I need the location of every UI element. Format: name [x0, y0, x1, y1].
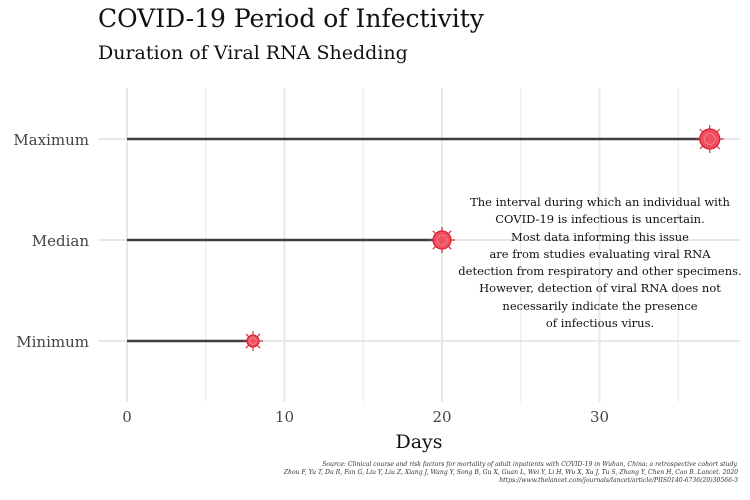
- y-category-label: Maximum: [13, 131, 89, 149]
- annotation-line: of infectious virus.: [545, 316, 655, 331]
- x-tick-label: 10: [275, 408, 294, 426]
- chart-title: COVID-19 Period of Infectivity: [98, 4, 484, 33]
- annotation-line: are from studies evaluating viral RNA: [489, 246, 711, 261]
- source-line: Source: Clinical course and risk factors…: [322, 461, 738, 468]
- lollipop-marks: [127, 125, 724, 351]
- source-line: https://www.thelancet.com/journals/lance…: [499, 477, 738, 484]
- lollipop-point: [429, 227, 455, 253]
- point-circle: [699, 128, 721, 150]
- y-category-label: Median: [32, 232, 90, 250]
- annotation-line: necessarily indicate the presence: [502, 298, 698, 313]
- x-tick-label: 0: [122, 408, 132, 426]
- lollipop-point: [243, 331, 263, 351]
- x-tick-label: 20: [432, 408, 451, 426]
- point-circle: [246, 334, 260, 348]
- annotation-line: detection from respiratory and other spe…: [458, 264, 742, 279]
- source-caption: Source: Clinical course and risk factors…: [284, 461, 738, 485]
- point-inner-ring: [436, 234, 448, 246]
- annotation-line: Most data informing this issue: [511, 229, 689, 244]
- chart-subtitle: Duration of Viral RNA Shedding: [98, 42, 408, 64]
- annotation-line: COVID-19 is infectious is uncertain.: [495, 212, 705, 227]
- x-axis-title: Days: [395, 431, 442, 453]
- source-line: Zhou F, Yu T, Du R, Fan G, Liu Y, Liu Z,…: [283, 469, 738, 476]
- annotation-text: The interval during which an individual …: [452, 194, 748, 332]
- point-inner-ring: [249, 337, 257, 345]
- point-circle: [432, 230, 452, 250]
- lollipop-point: [695, 125, 724, 153]
- x-tick-label: 30: [590, 408, 609, 426]
- annotation-line: The interval during which an individual …: [470, 195, 730, 209]
- y-category-label: Minimum: [16, 333, 89, 351]
- point-inner-ring: [703, 133, 716, 145]
- annotation-line: However, detection of viral RNA does not: [479, 281, 721, 296]
- axis-labels: 0 10 20 30 Maximum Median Minimum: [13, 131, 609, 426]
